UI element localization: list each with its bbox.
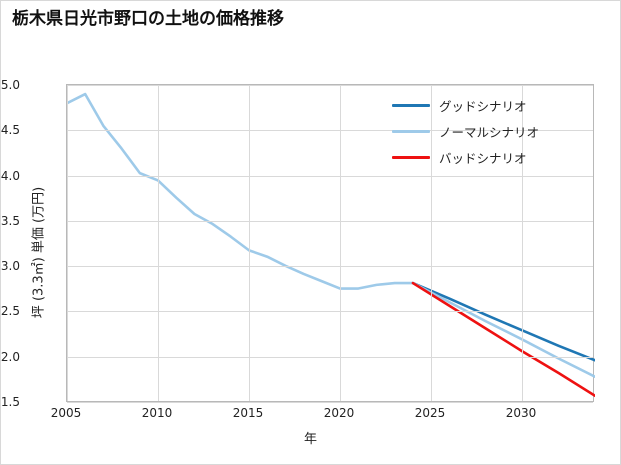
series-lines xyxy=(67,92,595,398)
xtick-label: 2010 xyxy=(141,406,173,420)
chart-legend: グッドシナリオ ノーマルシナリオ バッドシナリオ xyxy=(390,88,594,174)
gridline-y-2.0 xyxy=(67,357,593,358)
gridline-x-2025 xyxy=(431,85,432,401)
legend-swatch-bad xyxy=(392,155,430,159)
gridline-x-2015 xyxy=(249,85,250,401)
ytick-label: 3.0 xyxy=(0,259,20,273)
ytick-label: 1.5 xyxy=(0,395,20,409)
legend-label-bad: バッドシナリオ xyxy=(439,150,527,166)
plot-area xyxy=(66,84,595,403)
ytick-label: 4.5 xyxy=(0,123,20,137)
xtick-label: 2030 xyxy=(505,406,537,420)
legend-item-bad: バッドシナリオ xyxy=(392,144,592,170)
chart-title: 栃木県日光市野口の土地の価格推移 xyxy=(12,9,284,29)
y-axis-label: 坪 (3.3㎡) 単価 (万円) xyxy=(31,186,47,319)
legend-label-normal: ノーマルシナリオ xyxy=(439,124,540,140)
legend-label-good: グッドシナリオ xyxy=(439,98,527,114)
gridline-y-5.0 xyxy=(67,85,593,86)
gridline-y-1.5 xyxy=(67,402,593,403)
gridline-y-4.5 xyxy=(67,130,593,131)
ytick-label: 2.0 xyxy=(0,350,20,364)
ytick-label: 4.0 xyxy=(0,169,20,183)
x-axis-label: 年 xyxy=(303,432,317,447)
gridline-y-3.5 xyxy=(67,221,593,222)
gridline-y-4.0 xyxy=(67,176,593,177)
legend-swatch-normal xyxy=(392,129,430,133)
ytick-label: 5.0 xyxy=(0,78,20,92)
gridline-x-2005 xyxy=(67,85,68,401)
xtick-label: 2025 xyxy=(414,406,446,420)
legend-swatch-good xyxy=(392,103,430,107)
gridline-x-2030 xyxy=(522,85,523,401)
ytick-label: 2.5 xyxy=(0,304,20,318)
ytick-label: 3.5 xyxy=(0,214,20,228)
xtick-label: 2005 xyxy=(50,406,82,420)
xtick-label: 2015 xyxy=(232,406,264,420)
gridline-x-2020 xyxy=(340,85,341,401)
gridline-y-2.5 xyxy=(67,311,593,312)
xtick-label: 2020 xyxy=(323,406,355,420)
gridline-x-2010 xyxy=(158,85,159,401)
gridline-y-3.0 xyxy=(67,266,593,267)
legend-item-normal: ノーマルシナリオ xyxy=(392,118,592,144)
legend-item-good: グッドシナリオ xyxy=(392,92,592,118)
